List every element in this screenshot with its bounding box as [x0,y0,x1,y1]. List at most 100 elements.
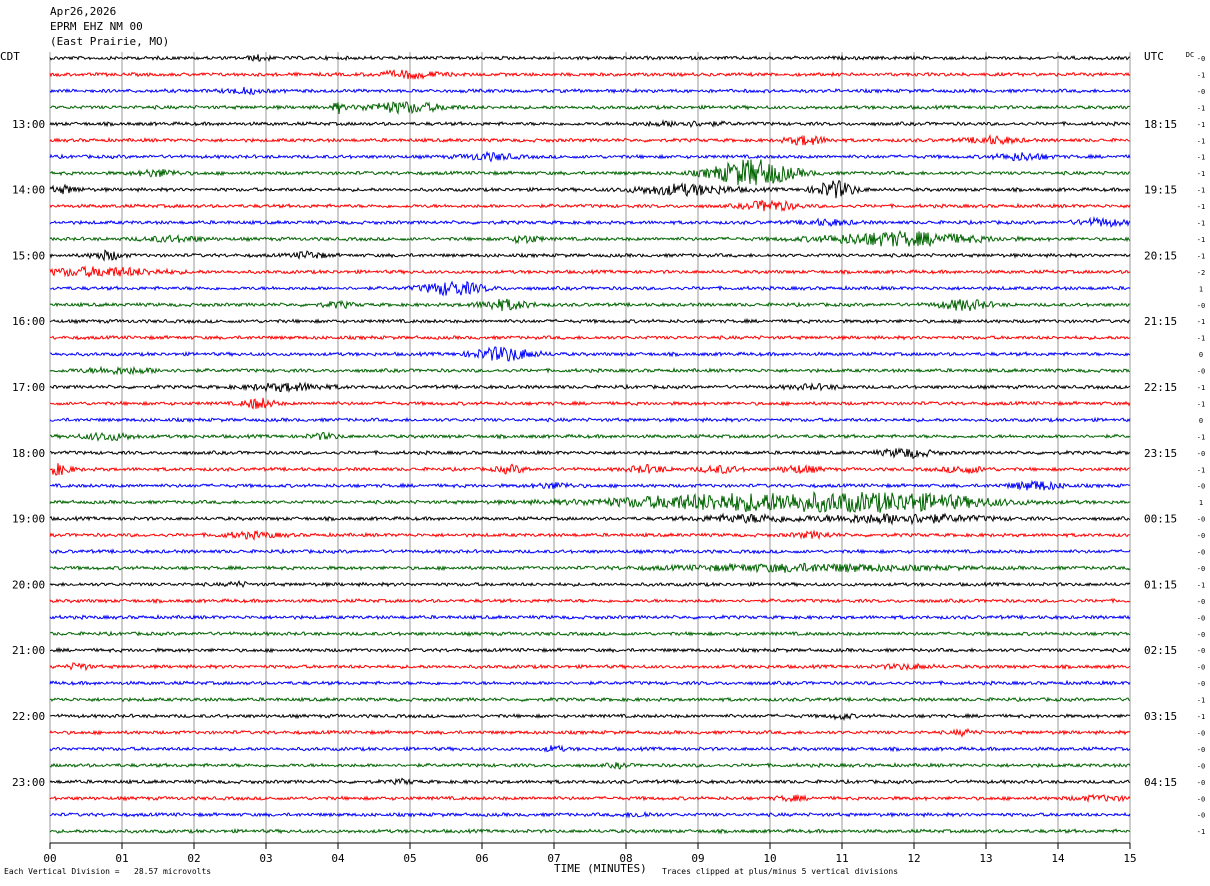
x-tick-label: 15 [1123,852,1136,865]
right-timezone-label: UTC [1144,50,1164,63]
left-hour-label: 22:00 [12,710,45,723]
dc-offset-label: -0 [1197,746,1205,754]
left-hour-label: 13:00 [12,118,45,131]
dc-offset-label: 1 [1199,499,1203,507]
dc-offset-label: -0 [1197,779,1205,787]
trace-line-38 [49,679,1131,687]
right-hour-label: 20:15 [1144,249,1177,262]
dc-offset-label: -1 [1197,335,1205,343]
trace-line-5 [49,133,1131,146]
dc-offset-label: -1 [1197,400,1205,408]
trace-line-13 [49,265,1131,278]
trace-line-47 [49,827,1131,835]
dc-offset-label: -0 [1197,664,1205,672]
trace-line-15 [49,298,1131,312]
trace-line-36 [49,646,1131,654]
right-hour-label: 18:15 [1144,118,1177,131]
trace-line-45 [49,793,1131,804]
trace-line-14 [49,280,1131,297]
dc-offset-label: -0 [1197,729,1205,737]
right-hour-label: 21:15 [1144,315,1177,328]
dc-offset-label: -0 [1197,450,1205,458]
trace-line-16 [49,317,1131,325]
trace-line-9 [49,199,1131,212]
trace-line-43 [49,761,1131,770]
dc-offset-label: -1 [1197,187,1205,195]
x-tick-label: 12 [907,852,920,865]
right-hour-label: 03:15 [1144,710,1177,723]
dc-offset-label: -1 [1197,713,1205,721]
trace-line-37 [49,662,1131,672]
trace-line-24 [50,447,1131,460]
dc-offset-label: -0 [1197,516,1205,524]
dc-offset-label: -0 [1197,680,1205,688]
dc-offset-label: -0 [1197,631,1205,639]
trace-line-6 [49,150,1131,163]
left-hour-label: 17:00 [12,381,45,394]
x-tick-label: 02 [187,852,200,865]
trace-line-0 [49,54,1131,63]
dc-offset-label: -0 [1197,762,1205,770]
trace-line-40 [49,712,1131,722]
dc-offset-label: -1 [1197,252,1205,260]
dc-offset-label: -1 [1197,433,1205,441]
clip-note: Traces clipped at plus/minus 5 vertical … [662,867,899,876]
left-timezone-label: CDT [0,50,20,63]
x-tick-label: 04 [331,852,345,865]
dc-offset-label: -1 [1197,828,1205,836]
trace-line-29 [49,529,1130,541]
dc-offset-label: -1 [1197,104,1205,112]
trace-line-35 [49,630,1131,637]
left-hour-label: 14:00 [12,184,45,197]
trace-line-3 [49,101,1131,115]
x-tick-label: 01 [115,852,128,865]
trace-line-32 [49,580,1131,589]
dc-header-label: DC [1186,51,1194,59]
right-hour-label: 04:15 [1144,776,1177,789]
trace-line-21 [49,397,1131,410]
trace-line-22 [49,416,1131,424]
dc-offset-label: -1 [1197,384,1205,392]
left-hour-label: 19:00 [12,513,45,526]
dc-offset-label: -0 [1197,812,1205,820]
left-hour-label: 18:00 [12,447,45,460]
trace-line-33 [49,597,1131,605]
trace-line-31 [49,562,1131,574]
dc-offset-label: -0 [1197,532,1205,540]
x-tick-label: 07 [547,852,560,865]
trace-line-10 [49,216,1131,228]
trace-line-27 [49,491,1131,513]
trace-line-12 [49,249,1131,262]
trace-line-8 [49,179,1131,199]
x-tick-label: 13 [979,852,992,865]
dc-offset-label: -0 [1197,88,1205,96]
x-tick-label: 00 [43,852,56,865]
dc-offset-label: -0 [1197,598,1205,606]
trace-line-46 [49,810,1131,819]
trace-line-26 [49,479,1131,491]
dc-offset-label: -1 [1197,154,1205,162]
trace-line-11 [49,229,1131,248]
trace-line-42 [49,744,1131,753]
right-hour-label: 01:15 [1144,578,1177,591]
dc-offset-label: -0 [1197,614,1205,622]
dc-offset-label: -0 [1197,368,1205,376]
dc-offset-label: -0 [1197,55,1205,63]
x-tick-label: 11 [835,852,848,865]
left-hour-label: 23:00 [12,776,45,789]
trace-line-34 [49,613,1131,621]
x-tick-label: 14 [1051,852,1065,865]
scale-note: Each Vertical Division = 28.57 microvolt… [4,867,212,876]
dc-offset-label: -1 [1197,581,1205,589]
trace-line-2 [49,86,1131,96]
right-hour-label: 23:15 [1144,447,1177,460]
trace-line-17 [50,334,1131,341]
left-hour-label: 16:00 [12,315,45,328]
trace-line-25 [49,463,1131,476]
trace-line-28 [49,512,1131,526]
dc-offset-label: 0 [1199,417,1203,425]
dc-offset-label: -0 [1197,795,1205,803]
trace-line-4 [49,119,1131,129]
dc-offset-label: -1 [1197,137,1205,145]
